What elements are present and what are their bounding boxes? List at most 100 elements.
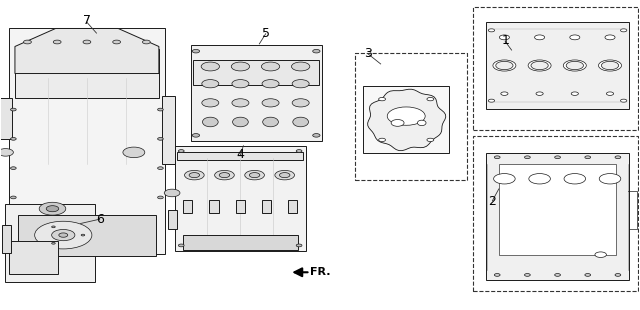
Circle shape (10, 138, 16, 140)
Circle shape (493, 174, 515, 184)
Circle shape (202, 99, 219, 107)
Text: 7: 7 (83, 14, 91, 27)
Bar (9, 241, 58, 274)
Bar (209, 200, 219, 213)
Circle shape (157, 138, 163, 140)
Circle shape (250, 173, 260, 178)
Circle shape (292, 99, 309, 107)
Circle shape (157, 108, 163, 111)
Circle shape (83, 40, 91, 44)
Circle shape (605, 35, 615, 40)
Circle shape (292, 80, 309, 88)
Circle shape (10, 167, 16, 170)
Circle shape (291, 62, 310, 71)
Bar (486, 153, 629, 280)
Circle shape (52, 229, 75, 241)
Text: 6: 6 (96, 213, 104, 226)
Bar (473, 7, 638, 130)
Circle shape (244, 170, 264, 180)
Bar (182, 235, 298, 250)
Circle shape (157, 167, 163, 170)
Bar (193, 60, 319, 85)
Circle shape (602, 61, 619, 70)
Circle shape (220, 173, 230, 178)
Circle shape (296, 150, 302, 153)
Circle shape (427, 97, 434, 101)
Circle shape (528, 60, 551, 71)
Circle shape (192, 134, 200, 137)
Circle shape (427, 138, 434, 142)
Circle shape (231, 62, 250, 71)
Circle shape (53, 40, 61, 44)
Circle shape (387, 107, 425, 125)
Bar (486, 21, 629, 109)
Circle shape (536, 92, 543, 95)
Bar (162, 96, 175, 164)
Circle shape (35, 221, 92, 249)
Text: 5: 5 (262, 27, 269, 40)
Circle shape (488, 99, 495, 102)
Circle shape (24, 40, 31, 44)
Circle shape (529, 174, 550, 184)
Circle shape (52, 226, 55, 228)
Circle shape (585, 156, 591, 159)
Bar (0, 98, 12, 139)
Circle shape (585, 273, 591, 276)
Circle shape (10, 196, 16, 199)
Bar (363, 86, 449, 153)
Text: 1: 1 (501, 34, 509, 47)
Circle shape (621, 99, 627, 102)
Circle shape (379, 97, 385, 101)
Circle shape (499, 35, 509, 40)
Circle shape (123, 147, 145, 158)
Circle shape (525, 273, 531, 276)
Circle shape (202, 80, 219, 88)
Circle shape (0, 148, 13, 156)
Bar (183, 200, 193, 213)
Circle shape (379, 138, 385, 142)
Circle shape (501, 92, 508, 95)
Bar (175, 146, 306, 251)
Circle shape (157, 196, 163, 199)
Ellipse shape (292, 117, 308, 127)
Circle shape (572, 92, 579, 95)
Bar (177, 152, 303, 161)
Circle shape (189, 173, 200, 178)
Circle shape (555, 156, 561, 159)
Circle shape (615, 156, 621, 159)
Circle shape (566, 61, 584, 70)
Circle shape (232, 99, 249, 107)
Circle shape (534, 35, 545, 40)
Circle shape (564, 174, 586, 184)
Ellipse shape (417, 120, 426, 126)
Circle shape (595, 252, 607, 258)
Circle shape (52, 242, 55, 244)
Polygon shape (367, 89, 445, 151)
Circle shape (214, 170, 234, 180)
Circle shape (192, 49, 200, 53)
Circle shape (570, 35, 580, 40)
Bar (168, 210, 177, 229)
Circle shape (493, 60, 516, 71)
Bar (288, 200, 297, 213)
Circle shape (164, 189, 180, 197)
Bar (3, 225, 12, 253)
Bar (355, 53, 467, 180)
Text: 4: 4 (236, 148, 244, 162)
Bar (18, 215, 156, 256)
Circle shape (313, 134, 320, 137)
Bar (499, 164, 616, 255)
Circle shape (201, 62, 220, 71)
Circle shape (59, 233, 68, 237)
Circle shape (494, 156, 500, 159)
Circle shape (555, 273, 561, 276)
Circle shape (262, 99, 279, 107)
Circle shape (313, 49, 320, 53)
Bar (15, 49, 159, 98)
Circle shape (143, 40, 150, 44)
Text: 2: 2 (488, 195, 497, 208)
Ellipse shape (262, 117, 278, 127)
Bar (191, 46, 321, 141)
Bar (9, 29, 165, 254)
Circle shape (184, 170, 204, 180)
